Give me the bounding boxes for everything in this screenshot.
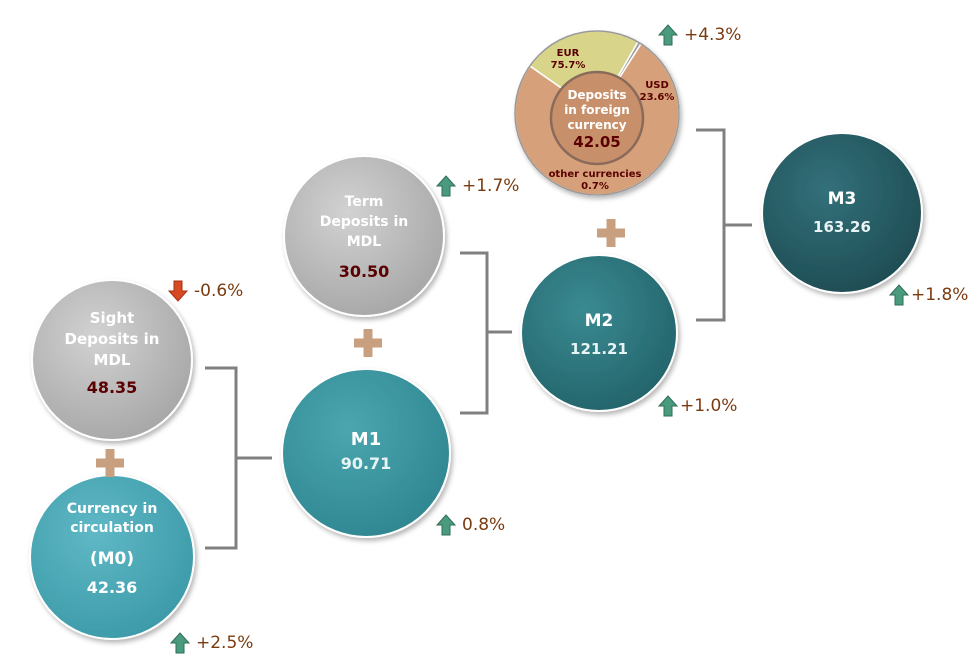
other-name: other currencies	[548, 169, 642, 180]
m3-change-value: +1.8%	[911, 285, 969, 305]
m3-name: M3	[827, 189, 857, 209]
plus-icon	[96, 449, 124, 477]
sight-value: 48.35	[86, 378, 138, 397]
term-line-3: MDL	[346, 234, 382, 250]
m1-name: M1	[350, 429, 382, 450]
sight-change: -0.6%	[168, 280, 243, 302]
sight-line-3: MDL	[93, 351, 131, 369]
m3-label: M3 163.26	[772, 185, 912, 241]
other-slice-label: other currencies 0.7%	[542, 169, 648, 193]
currency-line-2: circulation	[70, 520, 154, 536]
foreign-line-2: in foreign	[564, 103, 630, 117]
arrow-up-icon	[436, 175, 456, 197]
m1-change: 0.8%	[436, 514, 505, 536]
m3-circle	[761, 132, 923, 294]
arrow-up-icon	[658, 24, 678, 46]
m1-value: 90.71	[340, 454, 392, 473]
m2-circle	[520, 254, 678, 412]
sight-line-2: Deposits in	[64, 330, 160, 348]
currency-code: (M0)	[89, 549, 135, 569]
term-deposits-label: Term Deposits in MDL 30.50	[294, 192, 434, 282]
eur-share: 75.7%	[550, 60, 586, 71]
arrow-down-icon	[168, 280, 188, 302]
m1-circle	[281, 368, 451, 538]
foreign-change: +4.3%	[658, 24, 741, 46]
m1-label: M1 90.71	[296, 428, 436, 476]
foreign-line-1: Deposits	[567, 88, 627, 102]
m1-change-value: 0.8%	[462, 515, 506, 535]
sight-deposits-circle	[31, 279, 193, 441]
eur-slice-label: EUR 75.7%	[538, 48, 598, 72]
currency-change: +2.5%	[170, 632, 253, 654]
plus-icon	[354, 329, 382, 357]
usd-slice-label: USD 23.6%	[634, 80, 680, 104]
currency-line-1: Currency in	[66, 501, 158, 517]
foreign-currency-donut	[514, 30, 680, 196]
arrow-up-icon	[889, 284, 909, 306]
sight-change-value: -0.6%	[194, 281, 244, 301]
foreign-deposits-label: Deposits in foreign currency 42.05	[557, 88, 637, 150]
term-change-value: +1.7%	[462, 176, 520, 196]
usd-name: USD	[645, 80, 669, 91]
foreign-deposits-center	[549, 70, 645, 166]
m2-change-value: +1.0%	[680, 396, 738, 416]
arrow-up-icon	[436, 514, 456, 536]
arrow-up-icon	[170, 632, 190, 654]
sight-deposits-label: Sight Deposits in MDL 48.35	[42, 308, 182, 398]
m2-value: 121.21	[570, 340, 628, 358]
plus-icon	[597, 219, 625, 247]
other-share: 0.7%	[581, 181, 609, 192]
term-change: +1.7%	[436, 175, 519, 197]
bracket-m0-m1	[205, 366, 272, 550]
term-line-2: Deposits in	[319, 214, 409, 230]
currency-value: 42.36	[86, 578, 138, 597]
eur-name: EUR	[556, 48, 580, 59]
currency-change-value: +2.5%	[196, 633, 254, 653]
usd-share: 23.6%	[639, 92, 675, 103]
m2-name: M2	[584, 311, 614, 331]
sight-line-1: Sight	[89, 309, 135, 327]
m2-change: +1.0%	[658, 395, 737, 417]
bracket-m2-m3	[696, 128, 752, 322]
bracket-m1-m2	[460, 251, 512, 415]
m3-value: 163.26	[813, 218, 871, 236]
arrow-up-icon	[658, 395, 678, 417]
foreign-line-3: currency	[567, 118, 627, 132]
term-value: 30.50	[338, 262, 390, 281]
currency-label: Currency in circulation (M0) 42.36	[40, 500, 184, 597]
m3-change: +1.8%	[889, 284, 968, 306]
m2-label: M2 121.21	[529, 307, 669, 363]
foreign-value: 42.05	[573, 133, 621, 151]
foreign-change-value: +4.3%	[684, 25, 742, 45]
term-line-1: Term	[344, 194, 384, 210]
term-deposits-circle	[283, 155, 445, 317]
